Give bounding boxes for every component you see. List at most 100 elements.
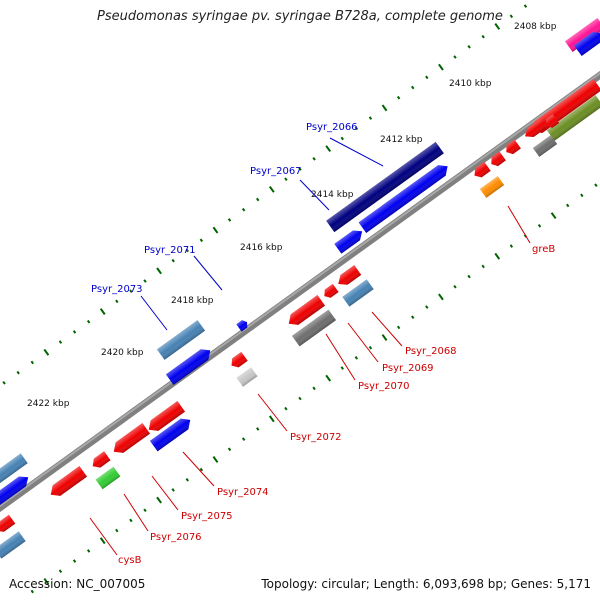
gene-feature: [546, 95, 600, 141]
tick-mark: [43, 577, 50, 585]
tick-mark: [2, 381, 6, 385]
gene-arrow-shade: [358, 165, 448, 233]
gene-arrow-shade: [95, 466, 121, 490]
tick-mark: [566, 203, 570, 208]
leader-line: [347, 322, 379, 363]
leader-line: [123, 493, 149, 532]
tick-label: 2412 kbp: [380, 135, 423, 145]
gene-arrow-shade: [92, 451, 111, 468]
gene-feature: [479, 176, 505, 198]
gene-label: Psyr_2072: [290, 432, 342, 443]
gene-arrow-shade: [326, 141, 444, 233]
leader-line: [257, 393, 288, 432]
tick-label: 2414 kbp: [311, 190, 354, 200]
gene-feature: [165, 349, 211, 385]
leader-line: [89, 517, 118, 556]
tick-mark: [156, 267, 162, 275]
gene-arrow-shade: [525, 119, 547, 138]
tick-mark: [340, 136, 344, 141]
gene-arrow-shade: [156, 320, 206, 360]
gene-feature: [149, 418, 191, 452]
tick-mark: [312, 157, 316, 161]
tick-mark: [396, 95, 401, 100]
gene-arrow-shade: [545, 114, 560, 128]
leader-line: [329, 137, 384, 167]
tick-mark: [325, 145, 332, 153]
tick-mark: [30, 589, 34, 594]
tick-mark: [396, 325, 401, 330]
tick-label: 2408 kbp: [514, 22, 557, 32]
tick-mark: [481, 264, 485, 269]
gene-feature: [236, 320, 248, 332]
tick-mark: [509, 14, 514, 19]
tick-mark: [438, 293, 444, 301]
gene-arrow-shade: [334, 230, 363, 254]
gene-feature: [0, 531, 26, 559]
gene-arrow-shade: [564, 18, 600, 52]
tick-label: 2420 kbp: [101, 348, 144, 358]
tick-mark: [171, 258, 175, 263]
gene-arrow-shade: [532, 135, 558, 157]
tick-mark: [156, 496, 162, 504]
gene-arrow-shade: [231, 351, 248, 368]
gene-feature: [288, 295, 326, 325]
gene-arrow-shade: [479, 176, 505, 198]
gene-feature: [506, 139, 521, 155]
tick-mark: [58, 340, 63, 344]
tick-mark: [16, 370, 20, 375]
tick-label: 2422 kbp: [27, 399, 70, 409]
tick-mark: [284, 406, 288, 411]
gene-arrow-shade: [50, 466, 88, 496]
gene-feature: [50, 466, 88, 496]
tick-mark: [481, 34, 485, 39]
tick-mark: [594, 183, 598, 187]
tick-mark: [115, 299, 119, 304]
tick-mark: [509, 244, 514, 248]
tick-mark: [381, 334, 388, 341]
gene-feature: [324, 283, 339, 298]
gene-label: Psyr_2075: [181, 511, 233, 522]
tick-mark: [453, 55, 457, 59]
tick-mark: [72, 559, 77, 563]
map-title: Pseudomonas syringae pv. syringae B728a,…: [97, 9, 503, 24]
tick-label: 2418 kbp: [171, 296, 214, 306]
gene-feature: [236, 367, 258, 387]
gene-arrow-shade: [236, 320, 248, 332]
gene-labels: 2408 kbp 2410 kbp 2412 kbp 2414 kbp 2416 kbp…: [27, 22, 557, 566]
gene-arrow-shade: [574, 32, 600, 57]
tick-mark: [43, 348, 50, 356]
gene-feature: [156, 320, 206, 360]
tick-mark: [438, 63, 444, 71]
gene-label: Psyr_2068: [405, 346, 457, 357]
tick-mark: [99, 537, 106, 545]
tick-mark: [523, 4, 528, 8]
gene-feature: [532, 135, 558, 157]
gene-arrow-shade: [0, 453, 28, 487]
tick-mark: [298, 396, 302, 401]
gene-label: cysB: [118, 555, 142, 566]
tick-mark: [467, 274, 471, 279]
gene-feature: [545, 114, 560, 128]
tick-mark: [425, 75, 429, 80]
tick-mark: [340, 366, 344, 370]
gene-label: Psyr_2076: [150, 532, 202, 543]
tick-mark: [494, 23, 501, 30]
tick-mark: [212, 456, 219, 463]
tick-mark: [227, 218, 232, 222]
accession-text: Accession: NC_007005: [9, 577, 146, 591]
tick-mark: [58, 569, 63, 574]
tick-mark: [171, 488, 175, 492]
gene-feature: [342, 279, 374, 307]
gene-label: Psyr_2069: [382, 363, 434, 374]
gene-feature: [231, 351, 248, 368]
tick-mark: [453, 284, 457, 289]
tick-mark: [199, 238, 204, 243]
tick-mark: [129, 289, 133, 293]
gene-arrow-shade: [506, 139, 521, 155]
gene-arrow-shade: [491, 151, 506, 167]
tick-mark: [550, 212, 557, 220]
tick-mark: [86, 319, 91, 324]
gene-arrow-shade: [546, 95, 600, 141]
